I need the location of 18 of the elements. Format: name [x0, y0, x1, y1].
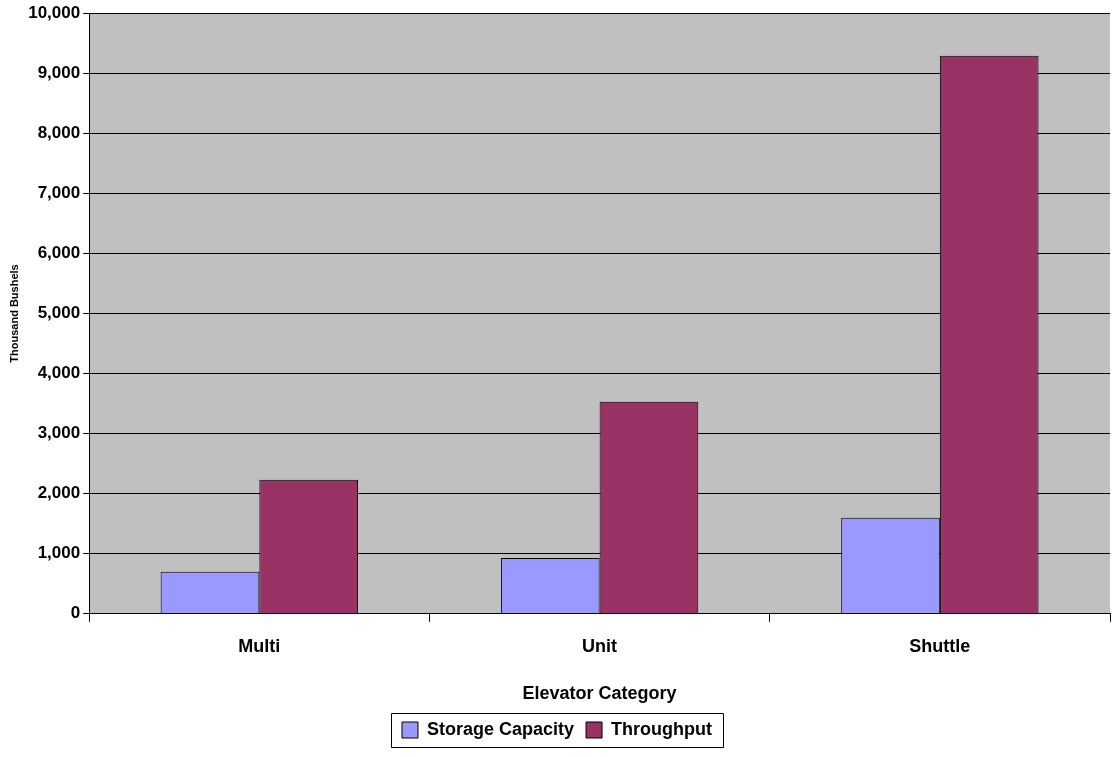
- y-tick-label: 5,000: [37, 303, 81, 323]
- legend-label: Storage Capacity: [427, 718, 575, 739]
- y-axis-title: Thousand Bushels: [7, 264, 20, 363]
- y-tick-label: 2,000: [37, 483, 81, 503]
- x-tick-label: Unit: [582, 635, 618, 656]
- x-tick-label: Shuttle: [909, 635, 971, 656]
- y-tick-label: 3,000: [37, 423, 81, 443]
- y-tick-label: 7,000: [37, 183, 81, 203]
- y-tick-label: 1,000: [37, 543, 81, 563]
- y-tick-label: 6,000: [37, 243, 81, 263]
- y-tick-label: 9,000: [37, 62, 81, 82]
- x-axis-title: Elevator Category: [522, 683, 677, 704]
- legend-label: Throughput: [611, 718, 713, 739]
- y-tick-label: 0: [70, 603, 81, 623]
- x-tick-label: Multi: [238, 635, 281, 656]
- y-tick-label: 4,000: [37, 363, 81, 383]
- y-tick-label: 10,000: [28, 2, 81, 22]
- y-tick-label: 8,000: [37, 123, 81, 143]
